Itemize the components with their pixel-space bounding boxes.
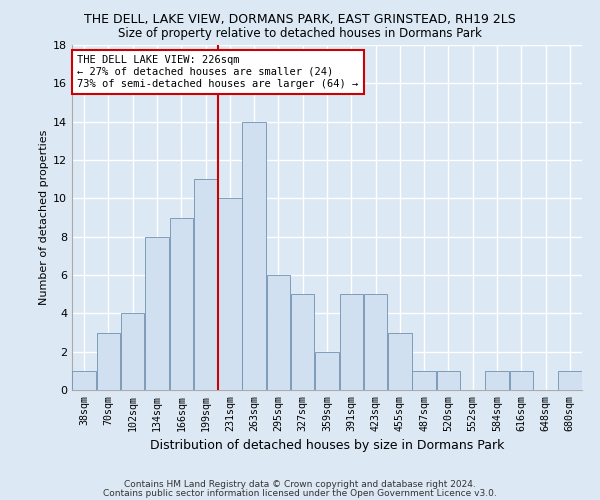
Bar <box>340 294 363 390</box>
Text: Contains HM Land Registry data © Crown copyright and database right 2024.: Contains HM Land Registry data © Crown c… <box>124 480 476 489</box>
Bar <box>558 371 581 390</box>
Bar <box>266 275 290 390</box>
Bar <box>170 218 193 390</box>
X-axis label: Distribution of detached houses by size in Dormans Park: Distribution of detached houses by size … <box>150 439 504 452</box>
Bar <box>73 371 96 390</box>
Bar <box>121 314 145 390</box>
Bar <box>388 332 412 390</box>
Bar <box>412 371 436 390</box>
Text: THE DELL LAKE VIEW: 226sqm
← 27% of detached houses are smaller (24)
73% of semi: THE DELL LAKE VIEW: 226sqm ← 27% of deta… <box>77 56 358 88</box>
Bar <box>291 294 314 390</box>
Y-axis label: Number of detached properties: Number of detached properties <box>39 130 49 305</box>
Bar <box>97 332 120 390</box>
Bar <box>315 352 339 390</box>
Text: Contains public sector information licensed under the Open Government Licence v3: Contains public sector information licen… <box>103 490 497 498</box>
Bar <box>485 371 509 390</box>
Text: Size of property relative to detached houses in Dormans Park: Size of property relative to detached ho… <box>118 28 482 40</box>
Bar <box>509 371 533 390</box>
Bar <box>242 122 266 390</box>
Bar <box>437 371 460 390</box>
Bar <box>194 179 217 390</box>
Text: THE DELL, LAKE VIEW, DORMANS PARK, EAST GRINSTEAD, RH19 2LS: THE DELL, LAKE VIEW, DORMANS PARK, EAST … <box>84 12 516 26</box>
Bar <box>364 294 388 390</box>
Bar <box>145 236 169 390</box>
Bar <box>218 198 242 390</box>
